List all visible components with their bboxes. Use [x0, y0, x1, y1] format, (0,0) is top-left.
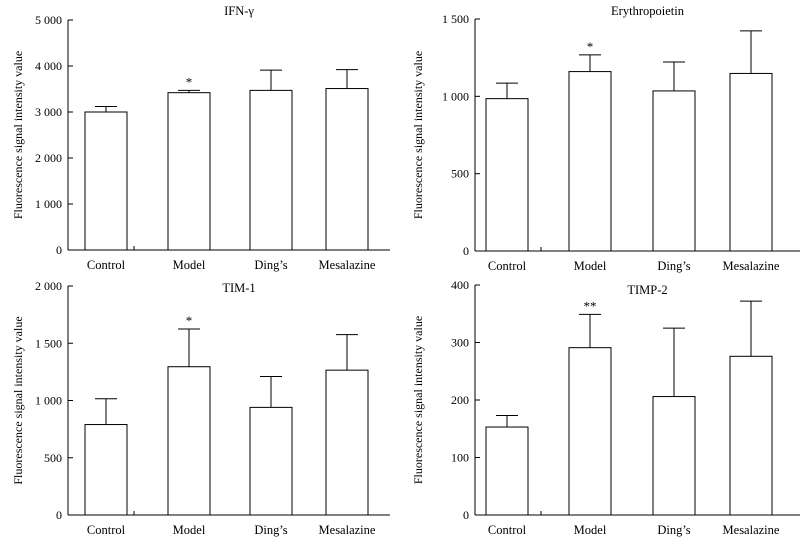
bar-control [485, 426, 529, 516]
y-tick-label: 1 000 [35, 197, 62, 211]
y-axis-label: Fluorescence signal intensity value [11, 316, 25, 484]
y-tick-label: 1 500 [35, 336, 62, 350]
y-axis-label: Fluorescence signal intensity value [411, 316, 425, 484]
chart-title: TIMP-2 [627, 283, 667, 297]
bar-dings [652, 90, 696, 252]
significance-marker: * [186, 74, 193, 89]
x-category-label: Ding’s [254, 523, 287, 537]
x-category-label: Control [87, 258, 126, 272]
y-tick-label: 1 000 [442, 89, 469, 103]
x-category-label: Control [87, 523, 126, 537]
x-category-label: Model [574, 259, 607, 273]
bar-mesalazine [325, 369, 369, 516]
x-category-label: Control [488, 259, 527, 273]
chart-panel-timp-2: TIMP-2 Fluorescence signal intensity valu… [400, 274, 805, 548]
x-category-label: Mesalazine [319, 523, 376, 537]
chart-svg: TIM-1 Fluorescence signal intensity value… [11, 279, 390, 537]
significance-marker: * [186, 313, 193, 328]
chart-svg: Erythropoietin Fluorescence signal intens… [411, 4, 800, 273]
y-axis-label: Fluorescence signal intensity value [11, 51, 25, 219]
y-tick-label: 2 000 [35, 151, 62, 165]
x-category-label: Control [488, 523, 527, 537]
chart-svg: IFN-γ Fluorescence signal intensity value… [11, 4, 390, 272]
x-category-label: Ding’s [657, 523, 690, 537]
chart-title: IFN-γ [224, 4, 254, 18]
chart-title: Erythropoietin [611, 4, 685, 18]
bar-dings [249, 89, 293, 251]
y-tick-label: 0 [56, 508, 62, 522]
y-tick-label: 300 [451, 336, 469, 350]
bar-mesalazine [729, 72, 773, 252]
y-tick-label: 1 500 [442, 12, 469, 26]
y-tick-label: 100 [451, 451, 469, 465]
y-tick-label: 2 000 [35, 279, 62, 293]
y-tick-label: 500 [44, 451, 62, 465]
y-axis-label: Fluorescence signal intensity value [411, 51, 425, 219]
x-category-label: Mesalazine [723, 523, 780, 537]
significance-marker: ** [584, 298, 597, 313]
y-tick-label: 500 [451, 167, 469, 181]
y-tick-label: 3 000 [35, 105, 62, 119]
bar-dings [249, 406, 293, 516]
x-category-label: Model [574, 523, 607, 537]
x-category-label: Model [173, 523, 206, 537]
bar-model [568, 347, 612, 516]
y-tick-label: 0 [463, 244, 469, 258]
chart-panel-erythropoietin: Erythropoietin Fluorescence signal intens… [400, 0, 805, 274]
chart-panel-ifn-gamma: IFN-γ Fluorescence signal intensity value… [0, 0, 400, 274]
y-tick-label: 5 000 [35, 13, 62, 27]
y-tick-label: 0 [463, 508, 469, 522]
x-category-label: Ding’s [254, 258, 287, 272]
x-category-label: Mesalazine [723, 259, 780, 273]
bar-control [84, 424, 128, 516]
bar-model [568, 71, 612, 252]
bar-control [485, 98, 529, 252]
bar-control [84, 111, 128, 251]
x-category-label: Ding’s [657, 259, 690, 273]
y-tick-label: 0 [56, 243, 62, 257]
y-tick-label: 1 000 [35, 394, 62, 408]
x-category-label: Mesalazine [319, 258, 376, 272]
bar-model [167, 92, 211, 251]
bar-dings [652, 396, 696, 516]
bar-model [167, 366, 211, 516]
chart-svg: TIMP-2 Fluorescence signal intensity valu… [411, 278, 800, 537]
bar-mesalazine [325, 88, 369, 251]
chart-panel-tim-1: TIM-1 Fluorescence signal intensity value… [0, 274, 400, 548]
chart-title: TIM-1 [222, 281, 255, 295]
y-tick-label: 400 [451, 278, 469, 292]
bar-mesalazine [729, 355, 773, 516]
x-category-label: Model [173, 258, 206, 272]
y-tick-label: 4 000 [35, 59, 62, 73]
significance-marker: * [587, 39, 594, 54]
y-tick-label: 200 [451, 393, 469, 407]
